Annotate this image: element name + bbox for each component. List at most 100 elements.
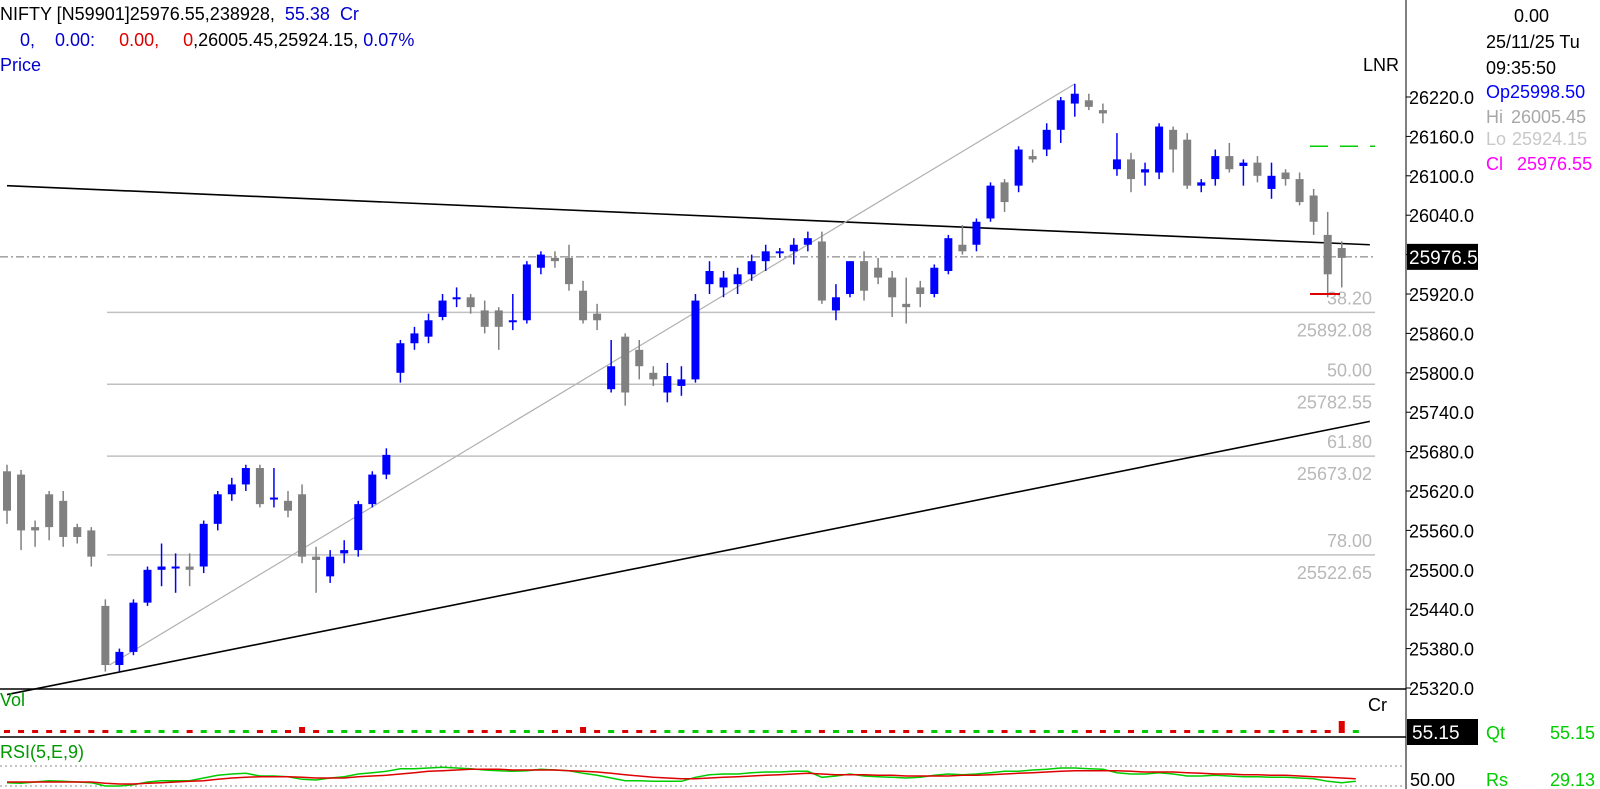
candle-body — [298, 494, 307, 557]
candle-body — [1084, 100, 1093, 107]
candle-body — [424, 320, 433, 337]
candle-body — [1042, 129, 1051, 150]
candle-body — [635, 349, 644, 367]
volume-bar — [256, 730, 263, 733]
volume-bar — [734, 730, 741, 733]
lnr-label: LNR — [1363, 55, 1399, 75]
candle-body — [1295, 179, 1304, 203]
volume-bar — [1254, 730, 1261, 733]
candle-body — [73, 527, 82, 537]
header-turnover: 55.38 — [285, 4, 330, 24]
price-axis-label: 25440.0 — [1409, 600, 1474, 620]
volume-bar — [172, 730, 179, 733]
volume-bar — [214, 730, 221, 733]
fib-level-value: 25522.65 — [1297, 563, 1372, 583]
volume-bar — [537, 730, 544, 733]
trendlines[interactable] — [6, 83, 1371, 696]
candle-body — [607, 366, 616, 390]
candle-body — [1155, 126, 1164, 173]
candle-body — [326, 556, 335, 577]
header-field-a: 0, — [20, 30, 35, 50]
candle-body — [213, 494, 222, 524]
candle-body — [171, 566, 180, 569]
price-axis-label: 25620.0 — [1409, 482, 1474, 502]
volume-bar — [959, 730, 966, 733]
volume-bar — [608, 730, 615, 733]
volume-bar — [88, 730, 95, 733]
candle-body — [31, 527, 40, 531]
candle-body — [1239, 162, 1248, 166]
fib-level-ratio: 78.00 — [1327, 531, 1372, 551]
candle-body — [565, 257, 573, 285]
volume-bar — [60, 730, 67, 733]
price-axis-label: 25860.0 — [1409, 324, 1474, 344]
price-axis-label: 25380.0 — [1409, 640, 1474, 660]
price-axis-label: 25740.0 — [1409, 403, 1474, 423]
candle-body — [874, 267, 883, 278]
info-top-value: 0.00 — [1514, 6, 1549, 26]
info-open-label: Op — [1486, 82, 1510, 102]
candle-body — [1309, 195, 1318, 222]
volume-bar — [889, 730, 896, 733]
volume-bar — [242, 730, 249, 733]
volume-bar — [74, 730, 81, 733]
candle-body — [761, 251, 770, 262]
candle-body — [143, 569, 152, 603]
volume-bar — [875, 730, 882, 733]
volume-bar — [397, 730, 404, 733]
candle-body — [677, 379, 686, 386]
candle-body — [157, 566, 166, 570]
header-field-d: 0 — [183, 30, 193, 50]
candle-body — [775, 251, 784, 254]
volume-qt-value: 55.15 — [1550, 723, 1595, 743]
volume-bar — [411, 730, 418, 733]
info-time: 09:35:50 — [1486, 58, 1556, 78]
candle-body — [1183, 139, 1192, 186]
header-ltp-volume: 25976.55,238928, — [130, 4, 275, 24]
candle-body — [888, 277, 897, 298]
fib-level-value: 25892.08 — [1297, 320, 1372, 340]
candle-body — [382, 454, 391, 475]
volume-bar — [467, 730, 474, 733]
candle-body — [522, 264, 531, 321]
volume-bar — [1240, 730, 1247, 733]
candle-body — [368, 474, 377, 505]
candle-body — [621, 336, 630, 393]
volume-bar — [200, 730, 207, 733]
info-low-value: 25924.15 — [1512, 129, 1587, 149]
candle-body — [719, 277, 728, 288]
fib-level-value: 25673.02 — [1297, 464, 1372, 484]
candle-body — [691, 300, 700, 380]
price-pane-label: Price — [0, 55, 41, 75]
volume-bar — [32, 730, 39, 733]
volume-bar — [1338, 721, 1345, 733]
volume-bar — [1015, 730, 1022, 733]
candle-body — [1211, 156, 1220, 180]
volume-bar — [1099, 730, 1106, 733]
fib-level-value: 25782.55 — [1297, 392, 1372, 412]
candle-body — [930, 267, 939, 294]
candle-body — [1323, 234, 1332, 275]
volume-badge-bg — [1407, 719, 1478, 745]
candle-body — [1337, 248, 1346, 258]
candle-body — [1098, 110, 1107, 114]
price-axis-label: 26160.0 — [1409, 127, 1474, 147]
header-field-e: ,26005.45,25924.15, — [193, 30, 358, 50]
rsi-rs-value: 29.13 — [1550, 770, 1595, 789]
trendline-resistance — [6, 184, 1370, 246]
volume-bar — [369, 730, 376, 733]
price-axis: 26220.026160.026100.026040.025980.025920… — [1406, 88, 1474, 699]
candle-body — [1197, 182, 1206, 186]
candle-body — [284, 500, 292, 511]
volume-bar — [1057, 730, 1064, 733]
volume-bar — [622, 730, 629, 733]
volume-bar — [495, 730, 502, 733]
candle-body — [410, 333, 419, 344]
fib-level-ratio: 38.20 — [1327, 288, 1372, 308]
candle-body — [649, 372, 658, 380]
volume-bar — [144, 730, 151, 733]
candle-body — [438, 300, 447, 317]
info-close-label: Cl — [1486, 154, 1503, 174]
candle-body — [550, 257, 559, 262]
